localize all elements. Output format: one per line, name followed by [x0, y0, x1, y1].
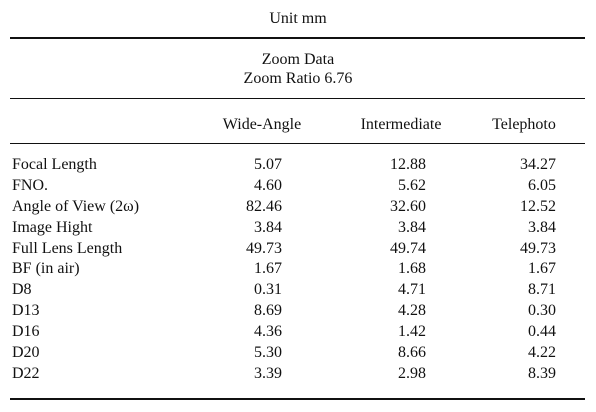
cell-telephoto: 6.05: [528, 176, 556, 194]
cell-intermediate: 5.62: [398, 176, 426, 194]
cell-wide-angle: 49.73: [246, 239, 282, 257]
table-body: Focal Length 5.07 12.88 34.27 FNO. 4.60 …: [0, 155, 596, 385]
column-header-telephoto: Telephoto: [492, 116, 556, 133]
cell-telephoto: 1.67: [528, 260, 556, 278]
column-header-wide-angle: Wide-Angle: [222, 116, 302, 133]
unit-label: Unit mm: [269, 10, 327, 27]
cell-wide-angle: 5.07: [254, 156, 282, 173]
cell-wide-angle: 82.46: [246, 197, 282, 215]
row-label: D13: [12, 302, 40, 320]
row-label: D16: [12, 323, 40, 341]
cell-intermediate: 12.88: [390, 156, 426, 173]
row-label: D20: [12, 344, 40, 362]
title-rule: [10, 98, 585, 99]
cell-wide-angle: 3.84: [254, 218, 282, 236]
cell-intermediate: 32.60: [390, 197, 426, 215]
row-label: D8: [12, 281, 32, 299]
cell-intermediate: 1.42: [398, 323, 426, 341]
table-row: D20 5.30 8.66 4.22: [0, 343, 596, 364]
bottom-rule: [10, 398, 585, 400]
cell-telephoto: 49.73: [520, 239, 556, 257]
cell-intermediate: 49.74: [390, 239, 426, 257]
table-row: BF (in air) 1.67 1.68 1.67: [0, 259, 596, 280]
row-label: Image Hight: [12, 218, 93, 236]
table-row: D16 4.36 1.42 0.44: [0, 322, 596, 343]
header-rule: [10, 143, 585, 144]
cell-wide-angle: 4.36: [254, 323, 282, 341]
cell-telephoto: 8.39: [528, 364, 556, 382]
row-label: FNO.: [12, 176, 49, 194]
table-row: D8 0.31 4.71 8.71: [0, 280, 596, 301]
cell-wide-angle: 3.39: [254, 364, 282, 382]
row-label: Focal Length: [12, 156, 97, 173]
table-row: Image Hight 3.84 3.84 3.84: [0, 218, 596, 239]
cell-wide-angle: 5.30: [254, 344, 282, 362]
row-label: D22: [12, 364, 40, 382]
table-row: Full Lens Length 49.73 49.74 49.73: [0, 239, 596, 260]
table-row: D13 8.69 4.28 0.30: [0, 301, 596, 322]
cell-telephoto: 3.84: [528, 218, 556, 236]
column-header-intermediate: Intermediate: [360, 116, 442, 133]
cell-telephoto: 0.44: [528, 323, 556, 341]
top-rule: [10, 37, 585, 39]
cell-intermediate: 4.71: [398, 281, 426, 299]
cell-intermediate: 4.28: [398, 302, 426, 320]
table-title: Zoom Data: [261, 51, 335, 68]
row-label: BF (in air): [12, 260, 80, 278]
cell-telephoto: 34.27: [520, 156, 556, 173]
cell-intermediate: 2.98: [398, 364, 426, 382]
cell-telephoto: 4.22: [528, 344, 556, 362]
table-row: FNO. 4.60 5.62 6.05: [0, 176, 596, 197]
cell-wide-angle: 1.67: [254, 260, 282, 278]
cell-telephoto: 12.52: [520, 197, 556, 215]
table-row: Angle of View (2ω) 82.46 32.60 12.52: [0, 197, 596, 218]
row-label: Angle of View (2ω): [12, 197, 140, 215]
table-row: D22 3.39 2.98 8.39: [0, 364, 596, 385]
cell-intermediate: 3.84: [398, 218, 426, 236]
row-label: Full Lens Length: [12, 239, 123, 257]
cell-telephoto: 0.30: [528, 302, 556, 320]
cell-wide-angle: 4.60: [254, 176, 282, 194]
cell-wide-angle: 0.31: [254, 281, 282, 299]
cell-intermediate: 1.68: [398, 260, 426, 278]
cell-intermediate: 8.66: [398, 344, 426, 362]
cell-wide-angle: 8.69: [254, 302, 282, 320]
zoom-ratio: Zoom Ratio 6.76: [243, 70, 353, 87]
cell-telephoto: 8.71: [528, 281, 556, 299]
table-row: Focal Length 5.07 12.88 34.27: [0, 155, 596, 176]
